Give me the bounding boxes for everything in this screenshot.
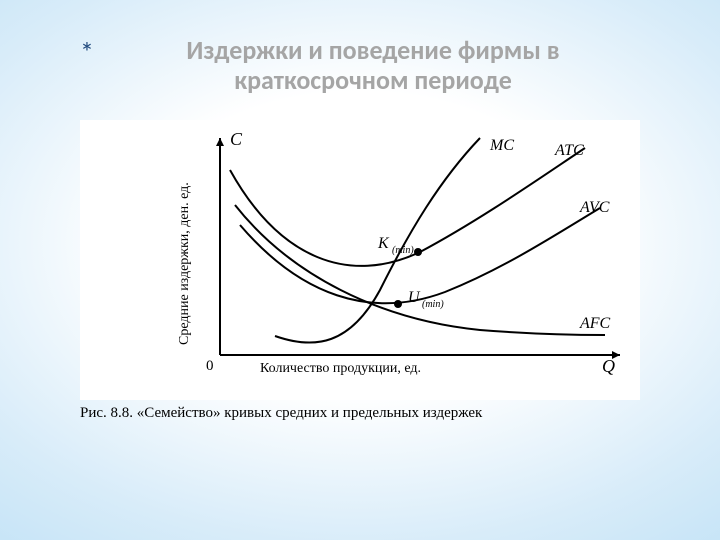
title-line-2: краткосрочном периоде <box>108 66 638 96</box>
atc-label: ATC <box>554 142 584 159</box>
slide-title: Издержки и поведение фирмы в краткосрочн… <box>108 36 638 96</box>
k-label: K <box>377 235 390 252</box>
origin-label: 0 <box>206 358 214 374</box>
avc-curve <box>240 208 600 303</box>
title-line-1: Издержки и поведение фирмы в <box>108 36 638 66</box>
point-k <box>414 248 422 256</box>
mc-label: MC <box>489 137 514 154</box>
y-top-label: C <box>230 129 243 149</box>
slide: * Издержки и поведение фирмы в краткосро… <box>0 0 720 540</box>
afc-curve <box>235 205 605 335</box>
cost-curves-figure: 0 C Q Количество продукции, ед. Средние … <box>80 120 640 400</box>
title-bullet: * <box>80 35 94 70</box>
u-sub: (min) <box>422 299 444 310</box>
x-end-label: Q <box>602 356 615 376</box>
cost-curves-svg: 0 C Q Количество продукции, ед. Средние … <box>80 120 640 400</box>
y-axis-label: Средние издержки, ден. ед. <box>177 182 192 345</box>
avc-label: AVC <box>579 199 610 216</box>
figure-caption: Рис. 8.8. «Семейство» кривых средних и п… <box>80 405 640 422</box>
y-axis-arrow <box>216 138 224 146</box>
x-axis-label: Количество продукции, ед. <box>260 361 421 376</box>
k-sub: (min) <box>392 245 414 256</box>
u-label: U <box>408 289 421 306</box>
point-u <box>394 300 402 308</box>
afc-label: AFC <box>579 315 611 332</box>
